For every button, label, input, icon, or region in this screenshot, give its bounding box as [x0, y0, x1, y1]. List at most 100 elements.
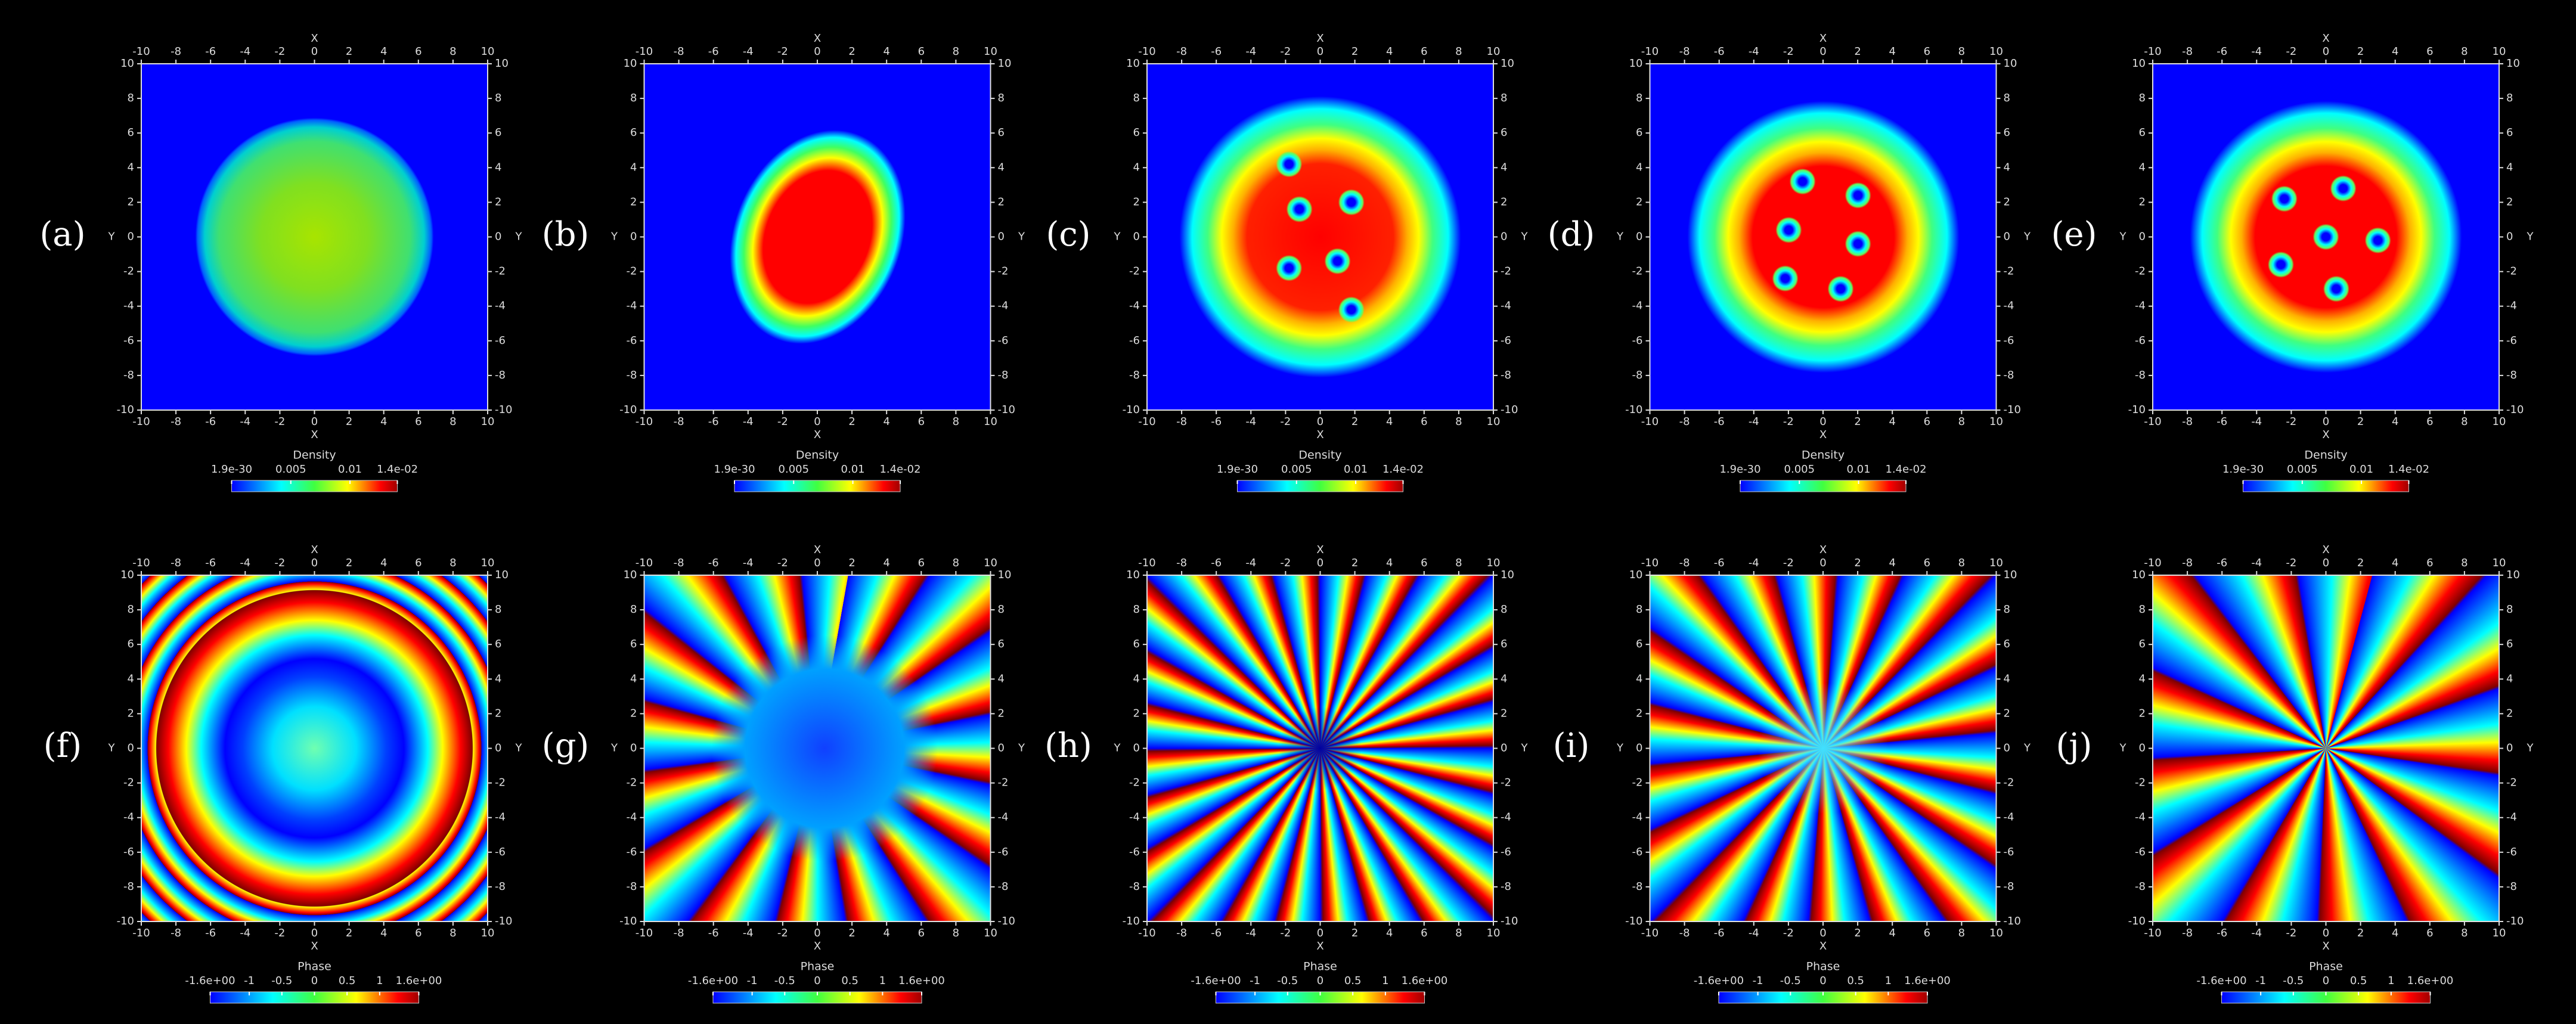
x-tick-label: -2: [274, 557, 285, 569]
x-tick-label: -10: [132, 415, 150, 428]
y-tick-label: -4: [998, 811, 1009, 824]
y-tick-label: -8: [2004, 880, 2014, 893]
x-axis-label: X: [2322, 429, 2329, 441]
y-tick-label: 4: [1133, 161, 1140, 173]
y-tick-label: 0: [128, 742, 134, 755]
y-tick-label: 0: [2506, 742, 2513, 755]
x-tick-label: 2: [2357, 557, 2364, 569]
y-tick-label: 8: [998, 92, 1005, 104]
x-tick-label: -8: [171, 415, 181, 428]
field-image: [2153, 575, 2499, 921]
x-tick-label: -4: [743, 45, 754, 58]
x-axis-label: X: [311, 429, 318, 441]
y-axis-label: Y: [1018, 231, 1025, 243]
field-image: [2153, 64, 2499, 410]
y-tick-label: 0: [495, 231, 501, 243]
plot-frame: [2152, 63, 2500, 411]
y-tick-label: -2: [123, 265, 134, 278]
y-tick-label: 4: [128, 672, 134, 685]
y-tick-label: 8: [1133, 603, 1140, 616]
y-tick-label: 0: [2506, 231, 2513, 243]
field-image: [1650, 64, 1997, 410]
y-tick-label: 6: [2506, 126, 2513, 139]
colorbar-tick-label: -1: [2255, 975, 2266, 987]
x-tick-label: 8: [1958, 45, 1965, 58]
x-tick-label: -10: [1138, 927, 1155, 939]
y-tick-label: 2: [1133, 707, 1140, 719]
y-tick-label: 6: [1133, 126, 1140, 139]
panel-label: (h): [1044, 727, 1092, 765]
x-tick-label: 0: [311, 927, 318, 939]
y-tick-label: -8: [2135, 369, 2146, 381]
x-tick-label: 0: [814, 45, 820, 58]
y-tick-label: -8: [2506, 369, 2517, 381]
y-tick-label: 10: [2506, 569, 2520, 581]
x-tick-label: 0: [1819, 927, 1826, 939]
x-tick-label: -2: [1280, 927, 1291, 939]
colorbar-tick-label: 1: [376, 975, 383, 987]
y-tick-label: 6: [1636, 638, 1642, 650]
x-tick-label: -10: [636, 557, 653, 569]
colorbar-tick-label: 1.4e-02: [1382, 463, 1424, 476]
x-tick-label: 10: [1487, 415, 1501, 428]
y-tick-label: 0: [2004, 231, 2010, 243]
x-tick-label: 8: [2461, 927, 2467, 939]
y-tick-label: 8: [1636, 603, 1642, 616]
y-tick-label: 2: [2004, 196, 2010, 208]
y-tick-label: -4: [627, 300, 637, 312]
y-tick-label: -6: [2506, 846, 2517, 858]
panel-label: (f): [44, 727, 82, 765]
x-tick-label: 6: [918, 557, 925, 569]
colorbar-tick-label: 1.9e-30: [714, 463, 755, 476]
y-tick-label: 6: [2004, 126, 2010, 139]
y-tick-label: -4: [123, 811, 134, 824]
x-tick-label: -6: [1714, 45, 1725, 58]
colorbar-tick-label: 1.6e+00: [1402, 975, 1448, 987]
y-tick-label: 8: [128, 603, 134, 616]
x-tick-label: -6: [1211, 45, 1222, 58]
x-tick-label: -8: [2182, 45, 2193, 58]
x-tick-label: 4: [1386, 557, 1393, 569]
x-tick-label: 10: [1989, 927, 2003, 939]
colorbar-tick-label: 1.9e-30: [1719, 463, 1760, 476]
y-tick-label: -2: [1501, 265, 1511, 278]
x-tick-label: 6: [1421, 415, 1427, 428]
x-tick-label: 8: [1958, 557, 1965, 569]
x-tick-label: -2: [777, 45, 788, 58]
y-tick-label: 6: [2139, 638, 2146, 650]
colorbar-tick-label: 1.6e+00: [1904, 975, 1951, 987]
y-tick-label: -8: [998, 880, 1009, 893]
y-tick-label: 6: [630, 638, 637, 650]
y-tick-label: -2: [2135, 265, 2146, 278]
y-tick-label: -10: [998, 404, 1015, 416]
y-tick-label: -2: [495, 265, 506, 278]
y-tick-label: -4: [1501, 300, 1511, 312]
x-tick-label: -10: [1138, 415, 1155, 428]
x-tick-label: -2: [1280, 557, 1291, 569]
y-tick-label: 10: [120, 569, 134, 581]
y-tick-label: 10: [2004, 57, 2017, 70]
plot-frame: [141, 575, 488, 922]
x-tick-label: 0: [1317, 45, 1323, 58]
y-tick-label: 2: [128, 196, 134, 208]
y-tick-label: 2: [495, 196, 501, 208]
x-tick-label: 10: [481, 557, 495, 569]
x-tick-label: -10: [636, 415, 653, 428]
y-tick-label: -8: [1129, 880, 1140, 893]
x-tick-label: -8: [1176, 557, 1187, 569]
colorbar: [1237, 480, 1403, 492]
y-tick-label: 0: [1133, 231, 1140, 243]
y-tick-label: -6: [2135, 846, 2146, 858]
colorbar-title: Density: [293, 449, 336, 462]
x-tick-label: 6: [918, 45, 925, 58]
colorbar-tick-label: 0: [1317, 975, 1323, 987]
x-tick-label: 8: [953, 45, 959, 58]
x-tick-label: 6: [1924, 45, 1930, 58]
y-tick-label: -8: [1632, 369, 1643, 381]
x-tick-label: -4: [240, 927, 250, 939]
x-tick-label: -4: [240, 45, 250, 58]
x-tick-label: -2: [1783, 927, 1794, 939]
plot-frame: [141, 63, 488, 411]
y-tick-label: 4: [2004, 672, 2010, 685]
vortex: [1650, 64, 1997, 410]
